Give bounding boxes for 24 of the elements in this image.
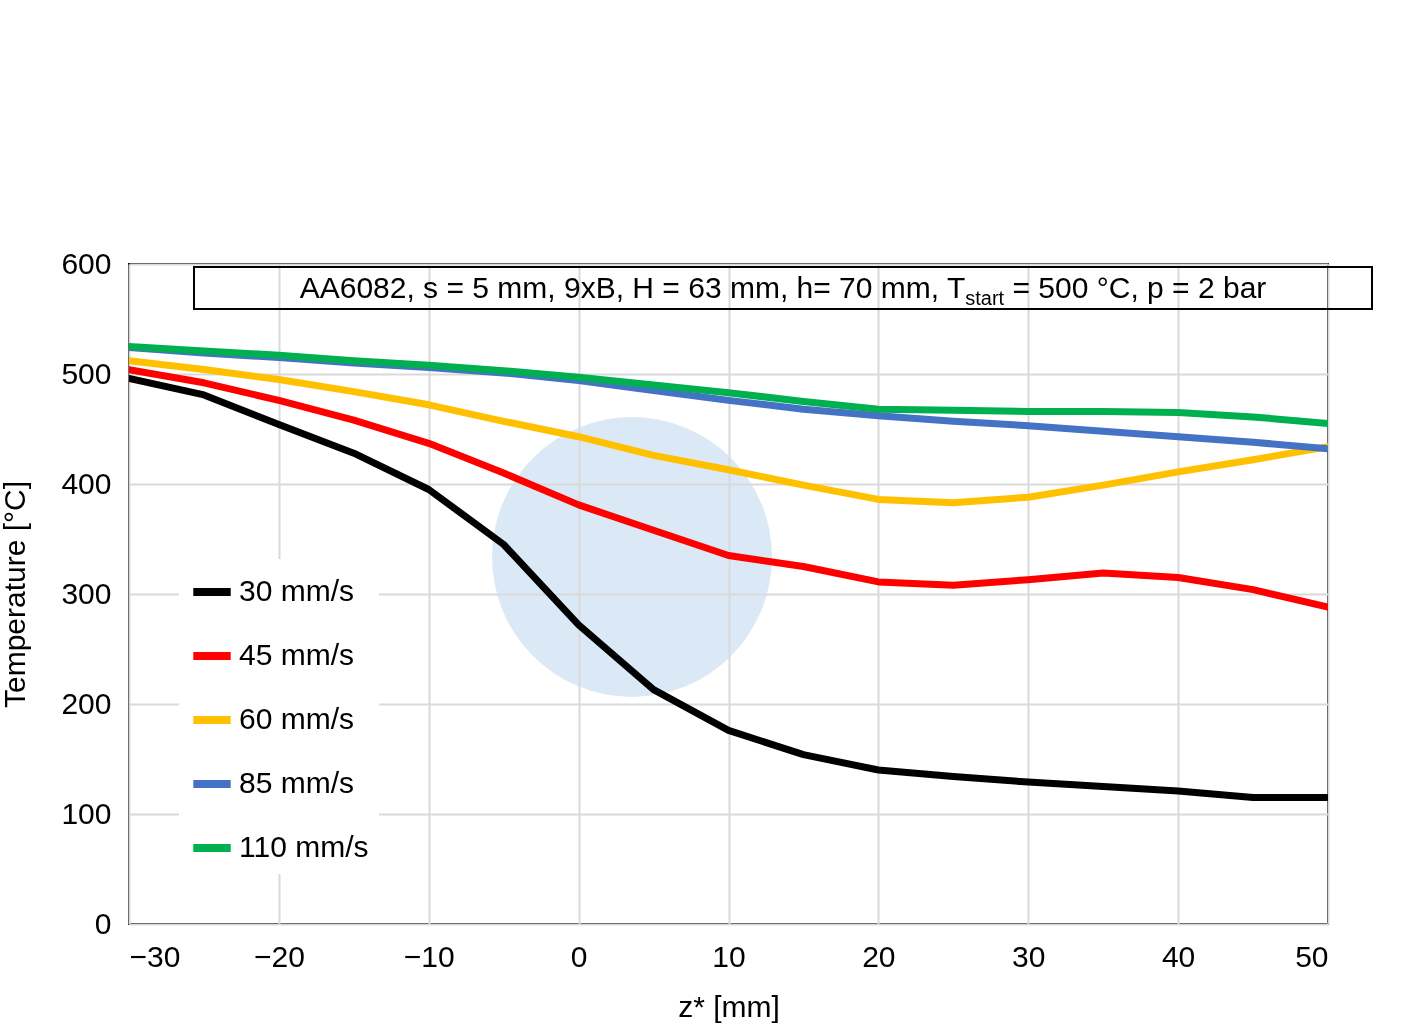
x-tick-label: 40 (1161, 939, 1196, 973)
y-tick-label: 400 (61, 466, 112, 500)
y-tick-label: 100 (61, 796, 112, 830)
y-tick-label: 300 (61, 576, 112, 610)
y-tick-label: 600 (61, 246, 112, 280)
x-tick-label: −20 (253, 939, 305, 973)
y-axis-title: Temperature [°C] (0, 480, 32, 709)
x-axis-title: z* [mm] (678, 989, 780, 1023)
legend-label: 30 mm/s (239, 574, 355, 607)
legend-label: 60 mm/s (239, 702, 355, 735)
y-tick-label: 500 (61, 356, 112, 390)
x-tick-label: 20 (862, 939, 896, 973)
legend-label: 110 mm/s (239, 830, 369, 863)
x-tick-label: −10 (403, 939, 455, 973)
x-tick-label: 10 (712, 939, 746, 973)
legend-label: 85 mm/s (239, 766, 355, 799)
y-tick-label: 0 (94, 906, 112, 940)
x-tick-label: 30 (1012, 939, 1046, 973)
x-tick-label: 50 (1295, 939, 1329, 973)
annotation: AA6082, s = 5 mm, 9xB, H = 63 mm, h= 70 mm, T$_{start}$ = 500 °C, p = 2 bar (193, 266, 1373, 310)
x-tick-label: 0 (570, 939, 588, 973)
legend-label: 45 mm/s (239, 638, 355, 671)
y-tick-label: 200 (61, 686, 112, 720)
x-tick-label: −30 (129, 939, 181, 973)
